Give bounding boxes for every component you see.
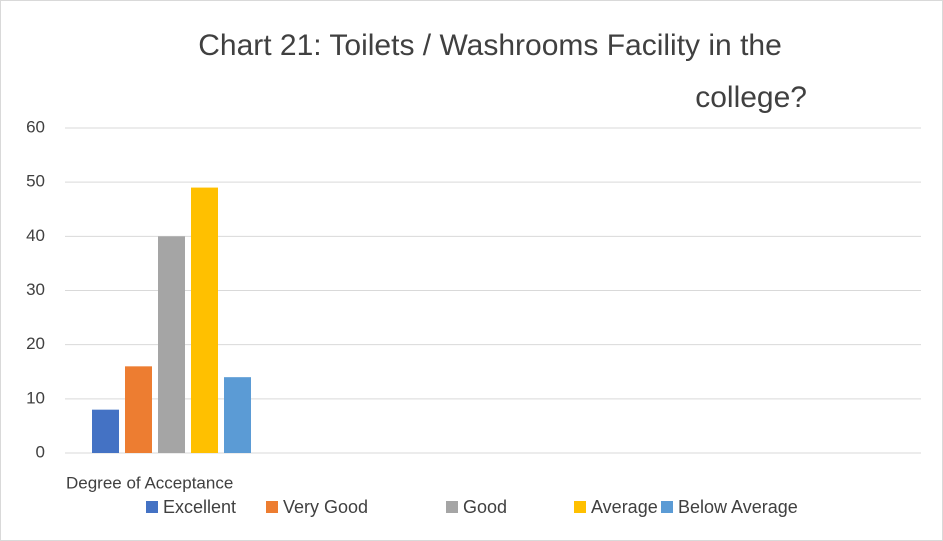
chart-title: Chart 21: Toilets / Washrooms Facility i… <box>198 29 807 114</box>
bar <box>125 366 152 453</box>
y-tick-label: 20 <box>26 334 45 353</box>
y-tick-label: 10 <box>26 388 45 407</box>
legend-swatch <box>446 501 458 513</box>
bar <box>92 409 119 453</box>
bar <box>224 377 251 453</box>
legend-label: Very Good <box>283 497 368 517</box>
y-tick-label: 60 <box>26 117 45 136</box>
bar <box>191 187 218 454</box>
legend-swatch <box>146 501 158 513</box>
legend-label: Average <box>591 497 658 517</box>
x-tick-label: Degree of Acceptance <box>66 473 233 492</box>
legend-swatch <box>574 501 586 513</box>
legend-label: Below Average <box>678 497 798 517</box>
y-tick-label: 40 <box>26 226 45 245</box>
bar <box>158 236 185 453</box>
y-tick-label: 30 <box>26 280 45 299</box>
y-tick-label: 50 <box>26 172 45 191</box>
legend-label: Good <box>463 497 507 517</box>
legend-swatch <box>661 501 673 513</box>
y-tick-label: 0 <box>36 442 45 461</box>
legend-swatch <box>266 501 278 513</box>
legend-label: Excellent <box>163 497 236 517</box>
